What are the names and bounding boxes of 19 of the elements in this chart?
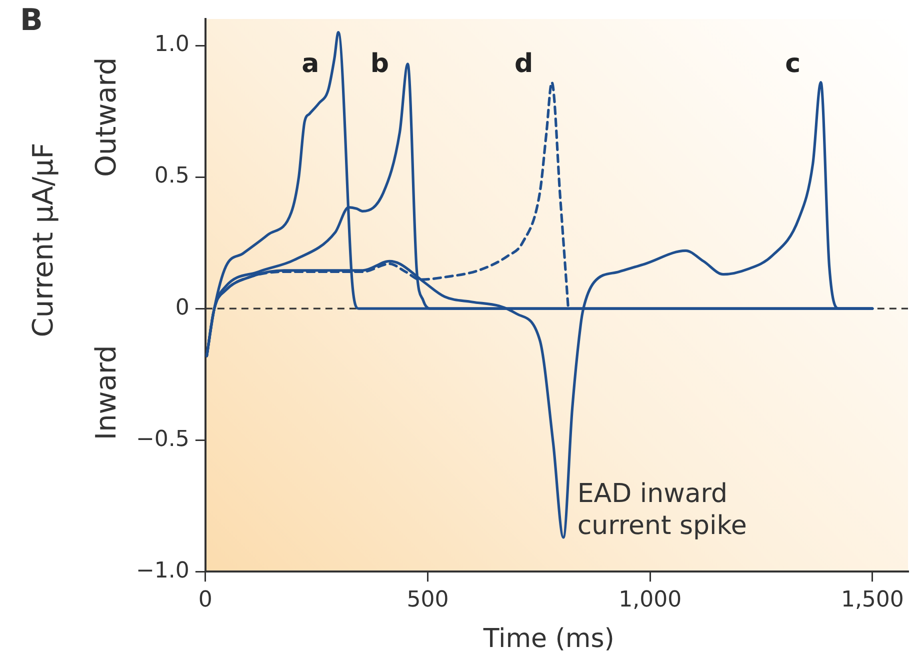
y-tick-label: −0.5 [136,426,190,452]
x-tick-label: 1,500 [840,588,904,613]
text: B [20,2,43,38]
x-axis-title: Time (ms) [482,624,614,654]
series-label: d [514,48,534,79]
series-label: b [370,48,390,79]
x-tick-label: 500 [406,588,449,613]
x-tick-label: 1,000 [618,588,682,613]
y-tick-label: 0.5 [154,164,190,189]
y-tick-label: 1.0 [154,32,190,58]
text: Inward [89,345,122,440]
x-tick-label: 0 [198,588,212,613]
y-tick-label: 0 [175,295,190,320]
y-axis-title: Current μA/μF [26,142,60,338]
text: Outward [89,57,122,178]
series-label: a [302,48,320,79]
annotation: EAD inward current spike [577,479,747,542]
series-label: c [785,48,801,79]
y-tick-label: −1.0 [136,558,190,584]
